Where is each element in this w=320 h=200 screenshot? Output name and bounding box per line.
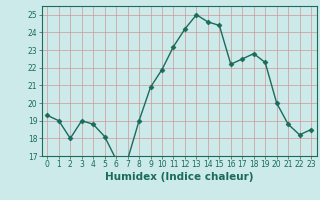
- X-axis label: Humidex (Indice chaleur): Humidex (Indice chaleur): [105, 172, 253, 182]
